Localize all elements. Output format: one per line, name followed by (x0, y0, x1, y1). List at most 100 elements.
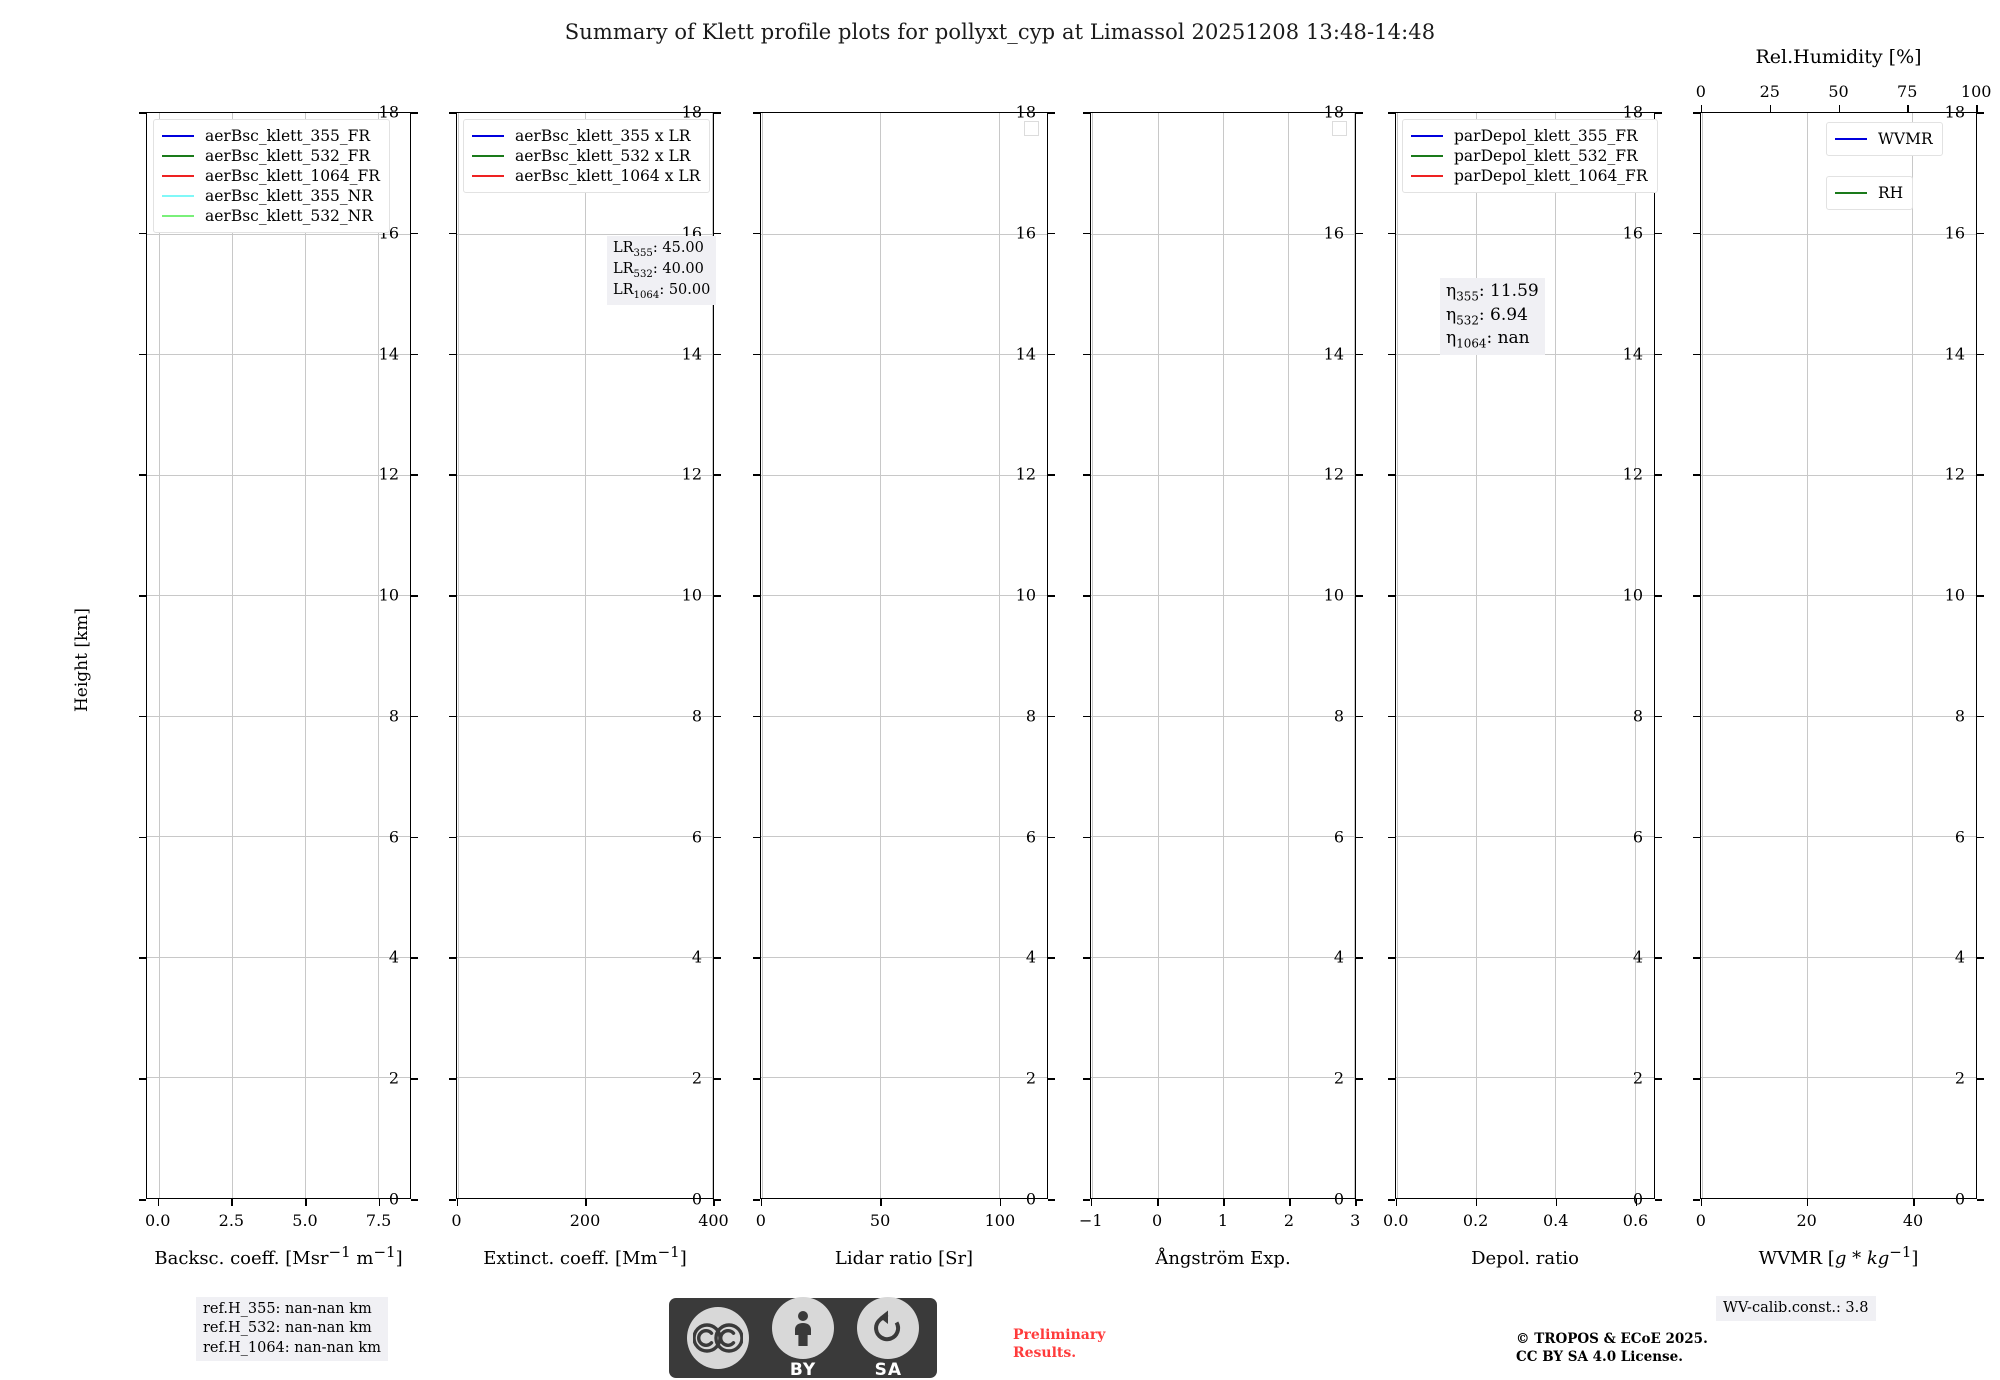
y-tick-label: 14 (1622, 344, 1643, 364)
legend-item[interactable]: aerBsc_klett_532_FR (162, 146, 380, 166)
x-tick-label: 3 (1350, 1211, 1361, 1230)
y-tick-label: 2 (1333, 1068, 1344, 1088)
legend-color-swatch (162, 195, 194, 197)
annotation-line: η355: 11.59 (1446, 281, 1539, 304)
legend-wvmr: WVMR (1826, 122, 1943, 156)
annotation-line: LR532: 40.00 (613, 260, 704, 280)
y-tick-label: 8 (691, 706, 702, 726)
legend-item[interactable]: aerBsc_klett_355 x LR (472, 126, 700, 146)
plot-area-lidar-ratio[interactable] (760, 112, 1048, 1199)
y-tick-label: 2 (388, 1068, 399, 1088)
reference-height-line: ref.H_355: nan-nan km (203, 1301, 372, 1317)
annotation-value: nan (1497, 328, 1530, 349)
legend-color-swatch (1411, 135, 1443, 137)
legend-item[interactable]: aerBsc_klett_355_NR (162, 186, 380, 206)
y-tick-label: 14 (378, 344, 399, 364)
x-tick-label: 5.0 (292, 1211, 318, 1230)
annotation-symbol: η (1446, 328, 1457, 349)
y-tick-label: 4 (388, 947, 399, 967)
plot-area-backscatter[interactable] (146, 112, 411, 1199)
y-tick-label: 14 (1944, 344, 1965, 364)
x-tick-label: 2.5 (218, 1211, 245, 1230)
y-tick-label: 0 (1333, 1189, 1344, 1209)
legend-item[interactable]: aerBsc_klett_1064 x LR (472, 166, 700, 186)
plot-area-angstrom[interactable] (1090, 112, 1356, 1199)
legend-item[interactable]: aerBsc_klett_1064_FR (162, 166, 380, 186)
legend-color-swatch (1835, 138, 1867, 140)
x-axis-label-angstrom: Ångström Exp. (1155, 1248, 1291, 1269)
copyright-line-2: CC BY SA 4.0 License. (1516, 1348, 1683, 1365)
y-tick-label: 14 (1323, 344, 1344, 364)
y-tick-label: 10 (1323, 585, 1344, 605)
y-tick-label: 6 (691, 827, 702, 847)
reference-height-line: ref.H_532: nan-nan km (203, 1320, 372, 1337)
y-tick-label: 10 (681, 585, 702, 605)
plot-area-wvmr[interactable] (1700, 112, 1977, 1199)
y-tick-label: 4 (1333, 947, 1344, 967)
legend-color-swatch (162, 215, 194, 217)
y-tick-label: 12 (1323, 464, 1344, 484)
legend-angstrom-empty (1332, 121, 1347, 136)
legend-color-swatch (1835, 192, 1867, 194)
creative-commons-license-badge[interactable]: BY SA (669, 1296, 937, 1380)
x-tick-label: 100 (984, 1211, 1016, 1230)
legend-extinction: aerBsc_klett_355 x LR aerBsc_klett_532 x… (463, 119, 711, 193)
x-tick-label-top: 0 (1695, 82, 1706, 101)
annotation-subscript: 532 (633, 268, 653, 280)
reference-height-line: ref.H_1064: nan-nan km (203, 1339, 381, 1356)
legend-depolarization: parDepol_klett_355_FR parDepol_klett_532… (1402, 119, 1658, 193)
x-axis-label-backscatter: Backsc. coeff. [Msr−1 m−1] (154, 1243, 403, 1269)
preliminary-line-1: Preliminary (1013, 1327, 1106, 1343)
legend-item[interactable]: parDepol_klett_1064_FR (1411, 166, 1648, 186)
legend-backscatter: aerBsc_klett_355_FR aerBsc_klett_532_FR … (153, 119, 390, 233)
legend-item[interactable]: RH (1835, 183, 1903, 203)
legend-item[interactable]: parDepol_klett_355_FR (1411, 126, 1648, 146)
person-icon (794, 1310, 811, 1346)
legend-item[interactable]: aerBsc_klett_532_NR (162, 206, 380, 226)
legend-item[interactable]: WVMR (1835, 129, 1933, 149)
y-tick-label: 14 (681, 344, 702, 364)
legend-item-label: aerBsc_klett_532_FR (205, 147, 371, 165)
x-tick-label: 0.4 (1542, 1211, 1569, 1230)
cc-logo-slot (675, 1307, 760, 1369)
x-axis-label-depolarization: Depol. ratio (1471, 1248, 1579, 1269)
plot-area-depolarization[interactable] (1395, 112, 1655, 1199)
panel-lidar-ratio: 0 2 4 6 8 10 12 14 16 18 0 50 100 Lidar … (753, 103, 1055, 1269)
panel-angstrom-exponent: 0 2 4 6 8 10 12 14 16 18 −1 0 1 2 3 Ångs… (1079, 103, 1363, 1269)
cc-by-slot: BY (760, 1296, 845, 1380)
annotation-eta-values: η355: 11.59 η532: 6.94 η1064: nan (1440, 278, 1545, 355)
annotation-line: η532: 6.94 (1446, 304, 1528, 328)
x-tick-label: 200 (569, 1211, 601, 1230)
x-tick-label: −1 (1079, 1211, 1103, 1230)
y-tick-label: 10 (1622, 585, 1643, 605)
x-axis-label-relative-humidity: Rel.Humidity [%] (1755, 46, 1922, 68)
y-tick-label: 2 (691, 1068, 702, 1088)
y-tick-label: 10 (1015, 585, 1036, 605)
x-tick-label: 40 (1902, 1211, 1924, 1230)
y-tick-label: 12 (378, 464, 399, 484)
cc-glyph-icon (692, 1323, 743, 1353)
y-tick-label: 6 (388, 827, 399, 847)
legend-item[interactable]: parDepol_klett_532_FR (1411, 146, 1648, 166)
legend-item[interactable]: aerBsc_klett_355_FR (162, 126, 380, 146)
y-tick-label: 6 (1632, 827, 1643, 847)
legend-item-label: parDepol_klett_532_FR (1454, 147, 1638, 165)
preliminary-results-notice: Preliminary Results. (1013, 1327, 1105, 1362)
annotation-subscript: 355 (633, 247, 653, 259)
share-alike-icon (874, 1310, 901, 1341)
annotation-value: 6.94 (1490, 304, 1528, 325)
panel-water-vapour-mixing-ratio: 0 2 4 6 8 10 12 14 16 18 0 20 40 0 25 50… (1693, 46, 1991, 1269)
footer-reference-heights: ref.H_355: nan-nan km ref.H_532: nan-nan… (196, 1297, 388, 1361)
legend-color-swatch (162, 135, 194, 137)
wv-calib-line: WV-calib.const.: 3.8 (1723, 1300, 1869, 1316)
legend-item-label: aerBsc_klett_1064 x LR (515, 167, 701, 185)
legend-lidar-ratio-empty (1024, 121, 1039, 136)
cc-icon (686, 1307, 749, 1369)
legend-color-swatch (1411, 155, 1443, 157)
annotation-line: LR355: 45.00 (613, 240, 704, 259)
legend-item[interactable]: aerBsc_klett_532 x LR (472, 146, 700, 166)
x-tick-label: 0 (1151, 1211, 1163, 1230)
x-tick-label: 400 (698, 1211, 729, 1230)
legend-relative-humidity: RH (1826, 176, 1914, 210)
annotation-value: 50.00 (668, 281, 711, 298)
